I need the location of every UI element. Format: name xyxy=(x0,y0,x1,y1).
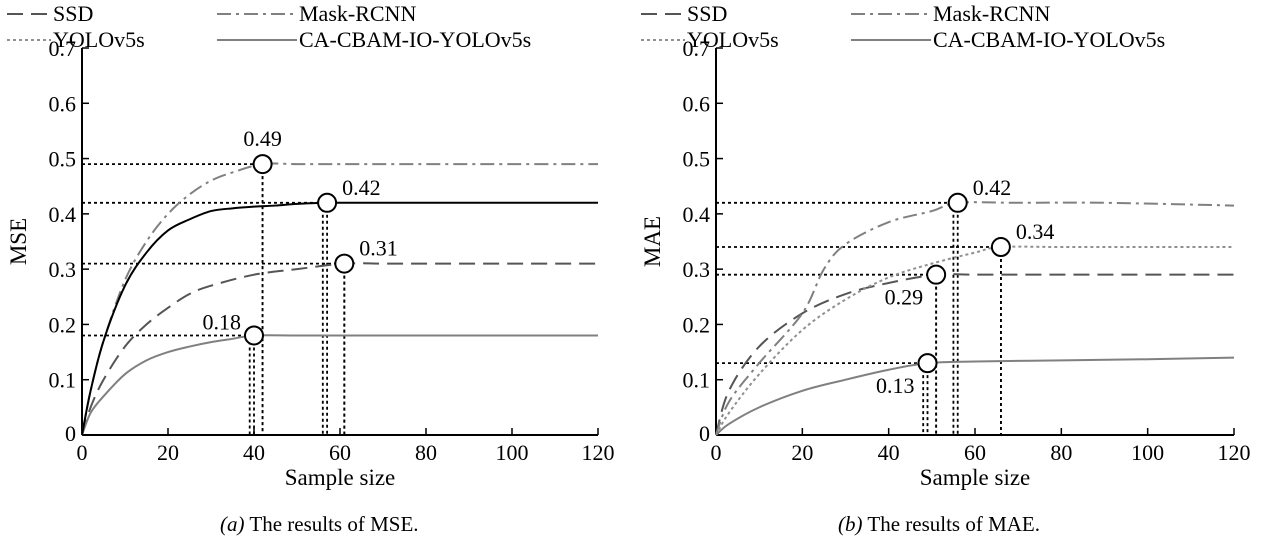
series-ssd-a-0 xyxy=(81,262,598,436)
annotation-marker-b xyxy=(990,237,1011,258)
y-tick-label-b: 0.4 xyxy=(683,202,711,227)
series-yolov5s-b-2 xyxy=(715,245,1234,436)
annotation-marker-a xyxy=(252,154,273,175)
y-tick-label-a: 0.5 xyxy=(49,147,77,172)
annotation-marker-a xyxy=(334,253,355,274)
annotation-label-b: 0.13 xyxy=(876,373,915,398)
annotation-label-a: 0.49 xyxy=(243,126,282,151)
legend-label-b: Mask-RCNN xyxy=(933,1,1050,26)
y-tick-label-b: 0.3 xyxy=(683,257,711,282)
annotation-marker-a xyxy=(244,325,264,346)
annotation-marker-a xyxy=(317,192,338,213)
x-tick-label-b: 120 xyxy=(1218,440,1251,465)
caption-a-tag: (a) xyxy=(220,512,245,536)
x-axis-label-a: Sample size xyxy=(285,465,396,490)
y-tick-label-b: 0.7 xyxy=(683,36,711,61)
caption-a: (a) The results of MSE. xyxy=(220,512,419,537)
x-tick-label-b: 40 xyxy=(878,440,900,465)
annotation-label-b: 0.42 xyxy=(973,175,1012,200)
legend-label-a: CA-CBAM-IO-YOLOv5s xyxy=(299,27,531,52)
annotation-marker-b xyxy=(917,353,938,374)
series-mask-rcnn-b-1 xyxy=(715,201,1235,436)
annotation-label-b: 0.34 xyxy=(1016,219,1055,244)
x-tick-label-a: 40 xyxy=(243,440,265,465)
legend-label-a: YOLOv5s xyxy=(53,27,145,52)
y-tick-label-a: 0.4 xyxy=(49,202,77,227)
annotation-label-a: 0.42 xyxy=(342,175,381,200)
series-ca-cbam-io-yolov5s-a-2 xyxy=(81,334,598,436)
y-tick-label-a: 0.6 xyxy=(49,91,77,116)
x-tick-label-a: 80 xyxy=(415,440,437,465)
x-tick-label-b: 100 xyxy=(1131,440,1164,465)
annotation-label-b: 0.29 xyxy=(885,285,924,310)
legend-label-b: CA-CBAM-IO-YOLOv5s xyxy=(933,27,1165,52)
y-tick-label-b: 0 xyxy=(699,421,710,446)
caption-b: (b) The results of MAE. xyxy=(838,512,1040,537)
series-mask-rcnn-a-1 xyxy=(81,162,598,436)
caption-b-text: The results of MAE. xyxy=(867,512,1041,536)
legend-label-a: Mask-RCNN xyxy=(299,1,416,26)
caption-a-text: The results of MSE. xyxy=(249,512,419,536)
x-tick-label-b: 20 xyxy=(791,440,813,465)
x-tick-label-b: 80 xyxy=(1050,440,1072,465)
series-ca-cbam-io-yolov5s-b-3 xyxy=(715,356,1235,436)
x-tick-label-b: 60 xyxy=(964,440,986,465)
y-axis-label-a: MSE xyxy=(6,218,31,265)
x-tick-label-a: 120 xyxy=(582,440,615,465)
y-tick-label-a: 0.7 xyxy=(49,36,77,61)
y-tick-label-b: 0.6 xyxy=(683,91,711,116)
x-tick-label-a: 60 xyxy=(329,440,351,465)
y-tick-label-a: 0 xyxy=(65,421,76,446)
y-tick-label-b: 0.1 xyxy=(683,368,711,393)
y-tick-label-b: 0.5 xyxy=(683,147,711,172)
legend-label-b: SSD xyxy=(687,1,727,26)
y-tick-label-a: 0.1 xyxy=(49,368,77,393)
x-tick-label-a: 20 xyxy=(157,440,179,465)
x-axis-label-b: Sample size xyxy=(920,465,1031,490)
x-tick-label-a: 100 xyxy=(496,440,529,465)
y-axis-label-b: MAE xyxy=(640,216,665,267)
x-tick-label-a: 0 xyxy=(77,440,88,465)
y-tick-label-b: 0.2 xyxy=(683,312,711,337)
legend-label-b: YOLOv5s xyxy=(687,27,779,52)
y-tick-label-a: 0.2 xyxy=(49,312,77,337)
series-ssd-b-0 xyxy=(715,273,1234,436)
y-tick-label-a: 0.3 xyxy=(49,257,77,282)
legend-label-a: SSD xyxy=(53,1,93,26)
annotation-marker-b xyxy=(926,264,947,285)
caption-b-tag: (b) xyxy=(838,512,863,536)
annotation-label-a: 0.31 xyxy=(359,236,398,261)
annotation-label-a: 0.18 xyxy=(203,309,242,334)
x-tick-label-b: 0 xyxy=(711,440,722,465)
series-line-a-3 xyxy=(81,201,598,436)
annotation-marker-b xyxy=(947,192,968,213)
